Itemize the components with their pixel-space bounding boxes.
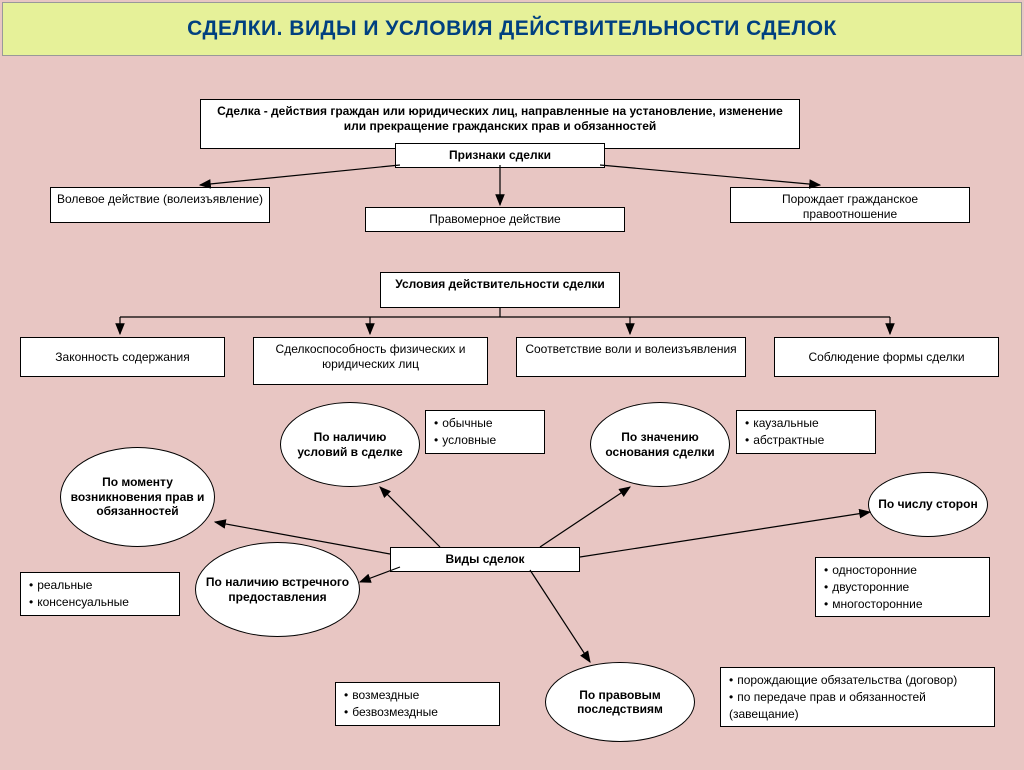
- signs-header: Признаки сделки: [395, 143, 605, 168]
- validity-item-0: Законность содержания: [20, 337, 225, 377]
- validity-item-1: Сделкоспособность физических и юридическ…: [253, 337, 488, 385]
- ellipse-by-basis: По значению основания сделки: [590, 402, 730, 487]
- list-by-counter: возмездные безвозмездные: [335, 682, 500, 726]
- page-title: СДЕЛКИ. ВИДЫ И УСЛОВИЯ ДЕЙСТВИТЕЛЬНОСТИ …: [2, 2, 1022, 56]
- list-by-consequences: порождающие обязательства (договор) по п…: [720, 667, 995, 727]
- definition-box: Сделка - действия граждан или юридически…: [200, 99, 800, 149]
- list-by-parties: односторонние двусторонние многосторонни…: [815, 557, 990, 617]
- validity-item-3: Соблюдение формы сделки: [774, 337, 999, 377]
- types-center: Виды сделок: [390, 547, 580, 572]
- list-by-moment: реальные консенсуальные: [20, 572, 180, 616]
- list-by-basis: каузальные абстрактные: [736, 410, 876, 454]
- ellipse-by-conditions: По наличию условий в сделке: [280, 402, 420, 487]
- ellipse-by-parties: По числу сторон: [868, 472, 988, 537]
- ellipse-by-consequences: По правовым последствиям: [545, 662, 695, 742]
- sign-item-0: Волевое действие (волеизъявление): [50, 187, 270, 223]
- sign-item-1: Правомерное действие: [365, 207, 625, 232]
- validity-header: Условия действительности сделки: [380, 272, 620, 308]
- list-by-conditions: обычные условные: [425, 410, 545, 454]
- ellipse-by-moment: По моменту возникновения прав и обязанно…: [60, 447, 215, 547]
- ellipse-by-counter: По наличию встречного предоставления: [195, 542, 360, 637]
- title-text: СДЕЛКИ. ВИДЫ И УСЛОВИЯ ДЕЙСТВИТЕЛЬНОСТИ …: [187, 17, 837, 40]
- sign-item-2: Порождает гражданское правоотношение: [730, 187, 970, 223]
- validity-item-2: Соответствие воли и волеизъявления: [516, 337, 746, 377]
